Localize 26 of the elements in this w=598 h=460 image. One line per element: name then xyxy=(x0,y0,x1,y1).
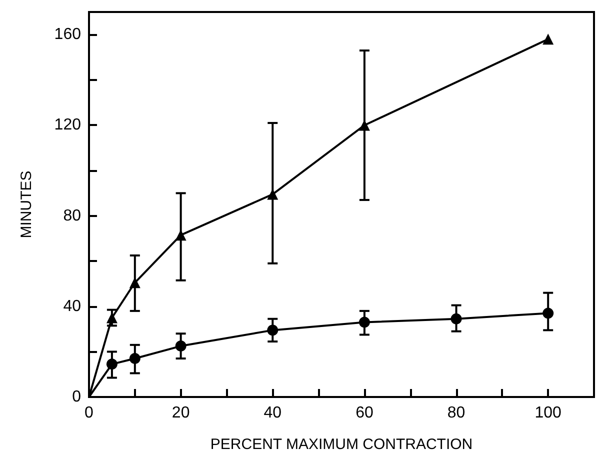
point xyxy=(129,353,140,364)
x-tick-label: 100 xyxy=(534,404,562,422)
point xyxy=(106,312,118,324)
x-tick-label: 60 xyxy=(356,404,374,422)
y-tick-label: 160 xyxy=(54,26,82,44)
point xyxy=(106,358,118,370)
x-tick-label: 0 xyxy=(84,404,94,422)
point xyxy=(542,34,554,45)
point xyxy=(358,120,370,131)
point xyxy=(175,340,186,352)
x-axis-title: PERCENT MAXIMUM CONTRACTION xyxy=(210,436,473,453)
y-axis-title: MINUTES xyxy=(18,170,35,238)
point xyxy=(450,313,462,324)
point xyxy=(175,230,186,241)
y-tick-label: 120 xyxy=(54,116,82,134)
y-tick-label: 80 xyxy=(63,207,82,224)
x-tick-label: 40 xyxy=(264,404,282,422)
x-tick-label: 80 xyxy=(447,404,466,422)
point xyxy=(358,316,370,328)
point xyxy=(267,188,278,200)
x-tick-label: 20 xyxy=(172,404,190,422)
point xyxy=(129,277,140,288)
y-tick-label: 40 xyxy=(63,298,82,315)
point xyxy=(542,308,554,319)
y-tick-label: 0 xyxy=(72,388,82,406)
point xyxy=(267,324,278,336)
